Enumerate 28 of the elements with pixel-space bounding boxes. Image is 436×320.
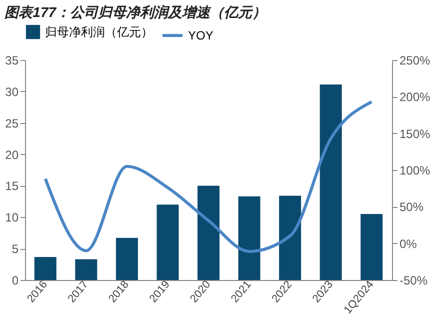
y2-tick-label: 100% xyxy=(400,164,431,178)
legend-label: YOY xyxy=(188,28,214,42)
bar xyxy=(320,84,342,280)
bar xyxy=(156,204,179,280)
bar xyxy=(34,257,56,280)
y2-tick-label: 0% xyxy=(400,236,418,251)
y-tick-label: 25 xyxy=(5,116,19,130)
y2-tick-label: 250% xyxy=(400,54,431,68)
bar xyxy=(279,196,302,280)
y-tick-label: 20 xyxy=(5,148,19,162)
line-series xyxy=(44,100,374,253)
y-tick-label: 35 xyxy=(5,54,19,68)
y2-tick-label: -50% xyxy=(400,274,428,288)
y-tick-label: 30 xyxy=(5,84,19,99)
bar xyxy=(360,214,383,280)
y-tick-label: 10 xyxy=(5,210,19,225)
y2-tick-label: 200% xyxy=(400,90,431,104)
y-tick-label: 15 xyxy=(5,179,19,194)
bar xyxy=(198,186,220,280)
bar xyxy=(116,238,138,280)
legend-label: 归母净利润（亿元） xyxy=(45,25,153,39)
y2-tick-label: 150% xyxy=(400,126,431,141)
bar xyxy=(238,196,260,280)
y-tick-label: 0 xyxy=(12,274,19,288)
bar xyxy=(75,259,98,280)
y2-tick-label: 50% xyxy=(400,200,424,214)
chart-title: 图表177：公司归母净利润及增速（亿元） xyxy=(4,4,266,20)
y-tick-label: 5 xyxy=(12,242,19,256)
